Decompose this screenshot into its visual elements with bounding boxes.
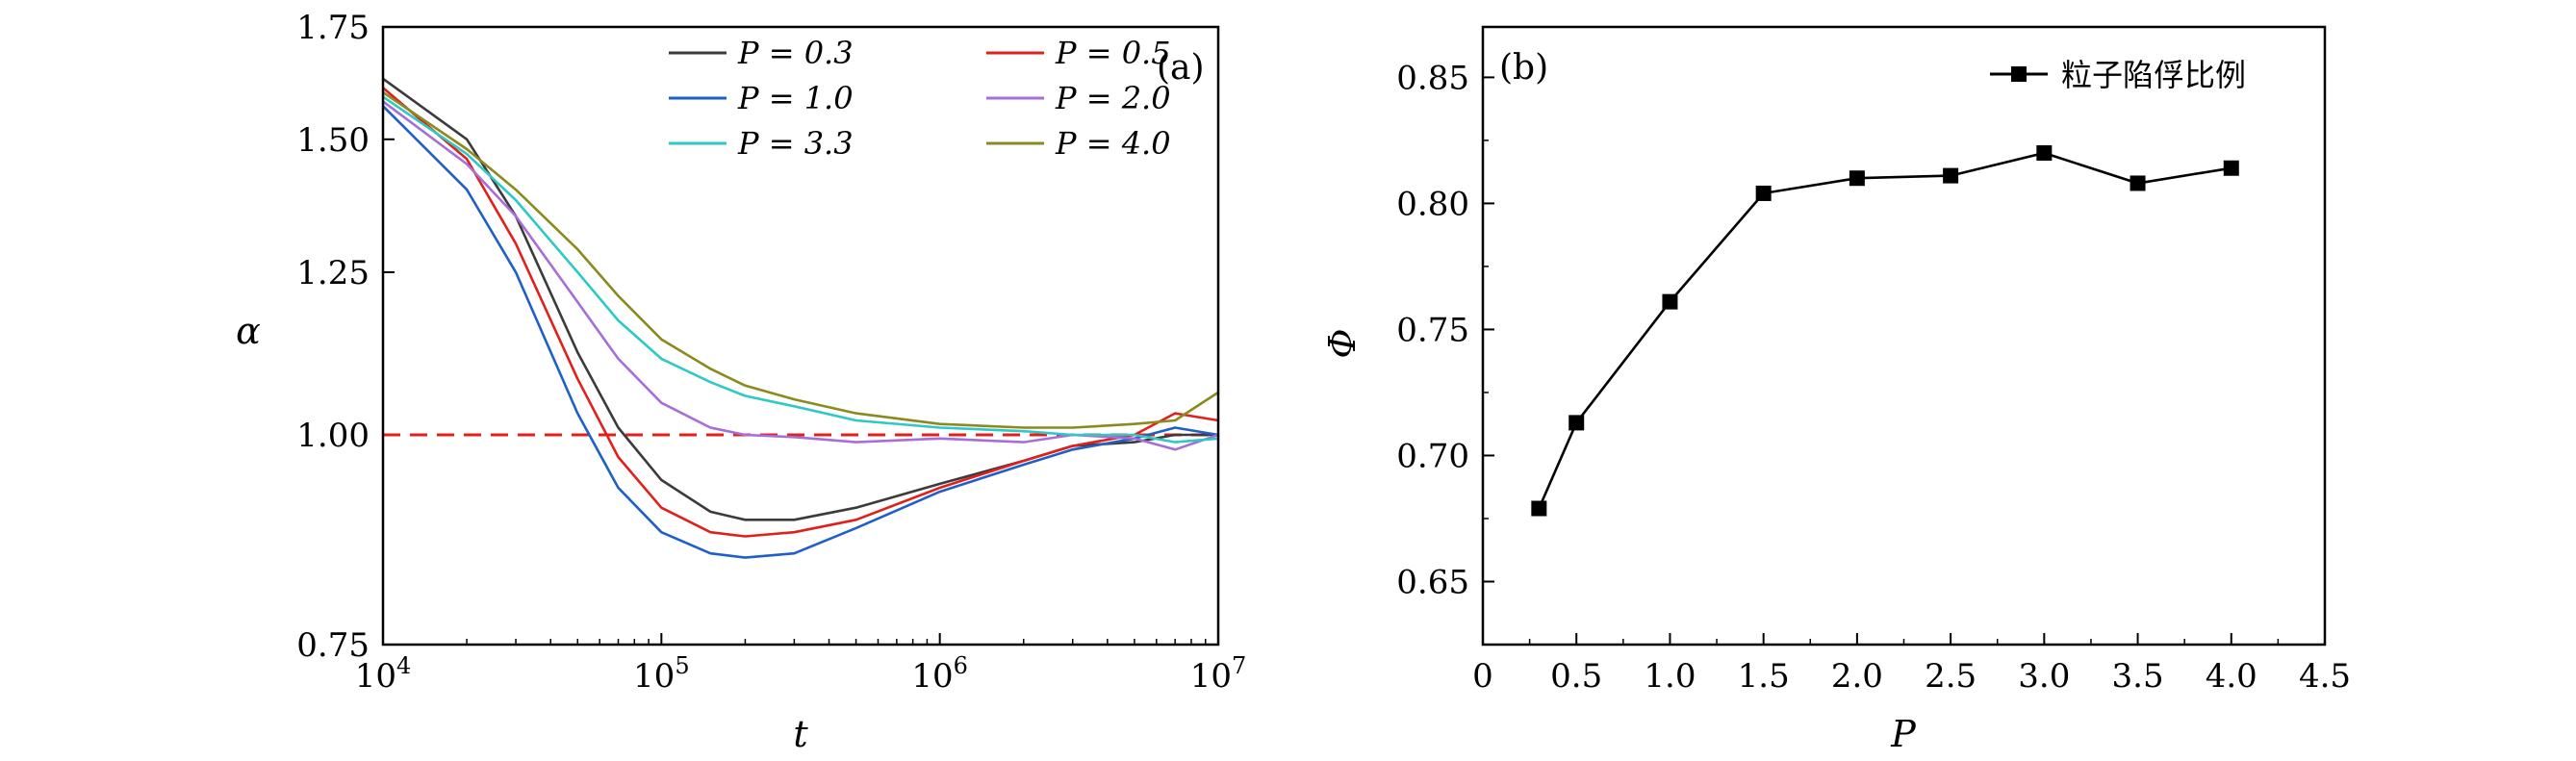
data-point-marker: [1849, 170, 1865, 187]
series-line-p-1-0: [382, 105, 1219, 559]
legend-label: P = 0.3: [737, 35, 854, 71]
series-line-p-4-0: [382, 90, 1219, 429]
panel-a-y-axis-label: α: [236, 310, 261, 352]
legend-label: P = 0.5: [1055, 35, 1171, 71]
x-tick-label: 1.0: [1644, 657, 1696, 696]
panel-a-tick-labels: 104 105 106 107 0.75 1.00 1.25 1.50 1.75: [296, 9, 1246, 696]
data-point-marker: [1531, 500, 1547, 517]
x-tick-label: 0.5: [1550, 657, 1602, 696]
data-point-marker: [1569, 415, 1585, 431]
plot-area-border: [381, 25, 1220, 647]
panel-b-y-axis-label: Φ: [1321, 328, 1364, 358]
panel-a-series-group: [382, 77, 1219, 559]
y-tick-label: 1.75: [296, 9, 370, 47]
x-tick-label: 106: [911, 652, 968, 696]
y-tick-label: 1.00: [296, 417, 370, 455]
data-point-marker: [1662, 293, 1678, 310]
panel-b-label: (b): [1499, 48, 1548, 88]
chart-panel-b: 0 0.5 1.0 1.5 2.0 2.5 3.0 3.5 4.0 4.5 0.65 0.70 0.75…: [1321, 25, 2351, 755]
data-point-marker: [1755, 185, 1772, 201]
panel-a-x-axis-label: t: [793, 713, 808, 755]
legend-marker: [2011, 66, 2027, 82]
panel-b-x-axis-label: P: [1890, 713, 1917, 755]
x-tick-label: 0: [1472, 657, 1493, 696]
plot-area-border: [1481, 25, 2327, 647]
y-tick-label: 0.75: [1396, 311, 1469, 349]
chart-panel-a: 104 105 106 107 0.75 1.00 1.25 1.50 1.75 P = 0.3…: [236, 9, 1246, 755]
y-tick-label: 0.75: [296, 626, 370, 665]
panel-a-frame: [381, 25, 1220, 647]
data-point-marker: [2223, 160, 2239, 176]
legend-label: P = 3.3: [737, 125, 854, 162]
x-tick-label: 2.0: [1831, 657, 1883, 696]
series-line-p-3-3: [382, 95, 1219, 444]
panel-a-label: (a): [1157, 48, 1205, 88]
data-point-marker: [2130, 175, 2146, 191]
y-tick-label: 1.25: [296, 254, 370, 292]
legend-label: P = 1.0: [737, 80, 854, 116]
x-tick-label: 4.5: [2299, 657, 2351, 696]
panel-b-frame: [1481, 25, 2327, 647]
data-point-marker: [1943, 167, 1959, 184]
x-tick-label: 3.0: [2018, 657, 2070, 696]
x-tick-label: 1.5: [1738, 657, 1790, 696]
panel-b-tick-labels: 0 0.5 1.0 1.5 2.0 2.5 3.0 3.5 4.0 4.5 0.65 0.70 0.75…: [1396, 59, 2351, 696]
y-tick-label: 1.50: [296, 121, 370, 160]
panel-a-legend: P = 0.3 P = 0.5 P = 1.0 P = 2.0 P = 3.3 P = 4…: [669, 35, 1171, 162]
series-line-trapping-ratio: [1538, 151, 2232, 510]
x-tick-label: 2.5: [1925, 657, 1977, 696]
panel-b-legend: 粒子陷俘比例: [1990, 57, 2246, 93]
y-tick-label: 0.65: [1396, 563, 1469, 601]
x-tick-label: 107: [1190, 652, 1247, 696]
legend-label: P = 4.0: [1055, 125, 1171, 162]
x-tick-label: 3.5: [2112, 657, 2164, 696]
x-tick-label: 104: [355, 652, 412, 696]
series-line-p-0-5: [382, 87, 1219, 538]
series-line-p-2-0: [382, 100, 1219, 451]
panel-b-tick-marks: [1482, 76, 2326, 645]
data-point-marker: [2036, 145, 2053, 162]
legend-label: P = 2.0: [1055, 80, 1171, 116]
y-tick-label: 0.70: [1396, 437, 1469, 475]
legend-label: 粒子陷俘比例: [2061, 57, 2246, 93]
x-tick-label: 4.0: [2206, 657, 2257, 696]
x-tick-label: 105: [633, 652, 690, 696]
y-tick-label: 0.85: [1396, 59, 1469, 97]
panel-b-series-group: [1531, 145, 2239, 517]
y-tick-label: 0.80: [1396, 185, 1469, 223]
